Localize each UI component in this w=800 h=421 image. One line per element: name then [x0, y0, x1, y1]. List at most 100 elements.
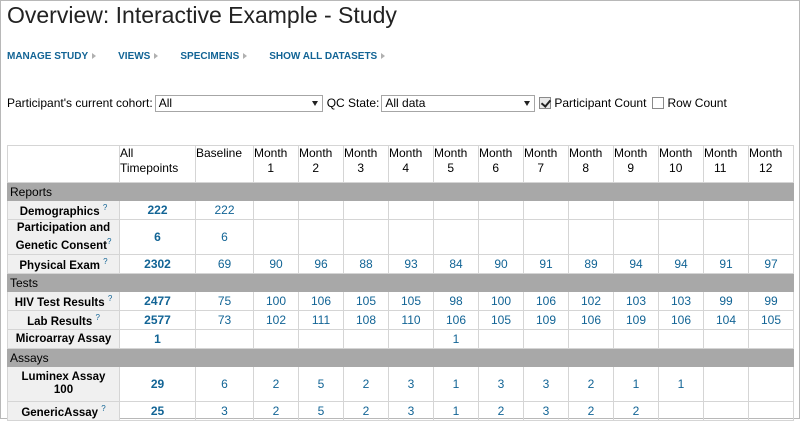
month-11-count-cell[interactable]: 99 — [703, 291, 749, 311]
all-timepoints-count[interactable]: 1 — [119, 329, 196, 349]
all-timepoints-count[interactable]: 2577 — [119, 310, 196, 330]
help-icon[interactable]: ? — [106, 236, 112, 246]
all-timepoints-count[interactable]: 2477 — [119, 291, 196, 311]
all-timepoints-count[interactable]: 2302 — [119, 254, 196, 274]
month-3-count-cell[interactable]: 105 — [343, 291, 389, 311]
dataset-label-participation[interactable]: Participation and Genetic Consent? — [7, 219, 120, 255]
month-5-count-cell[interactable]: 1 — [433, 366, 479, 402]
month-4-count-cell[interactable]: 105 — [388, 291, 434, 311]
row-count-checkbox[interactable] — [652, 97, 665, 109]
month-8-count-cell[interactable]: 102 — [568, 291, 614, 311]
participant-count-checkbox[interactable] — [539, 97, 552, 109]
month-10-count-cell[interactable]: 103 — [658, 291, 704, 311]
month-2-count-cell[interactable]: 96 — [298, 254, 344, 274]
baseline-count-cell[interactable]: 69 — [195, 254, 254, 274]
month-5-count-cell[interactable]: 84 — [433, 254, 479, 274]
help-icon[interactable]: ? — [107, 294, 113, 304]
show-all-datasets-menu[interactable]: SHOW ALL DATASETS — [269, 50, 386, 62]
baseline-count-cell[interactable]: 222 — [195, 200, 254, 220]
month-11-count-cell[interactable]: 104 — [703, 310, 749, 330]
month-1-count-cell[interactable]: 102 — [253, 310, 299, 330]
month-12-count-cell[interactable]: 105 — [748, 310, 794, 330]
qc-state-select[interactable]: All data — [381, 94, 536, 112]
month-11-count-cell[interactable]: 91 — [703, 254, 749, 274]
month-9-count-cell[interactable]: 109 — [613, 310, 659, 330]
month-5-count-cell[interactable]: 1 — [433, 329, 479, 349]
month-10-count-cell[interactable]: 106 — [658, 310, 704, 330]
month-5-count-cell[interactable]: 1 — [433, 401, 479, 421]
month-9-count-cell — [613, 200, 659, 220]
month-7-count-cell[interactable]: 109 — [523, 310, 569, 330]
month-10-count-cell[interactable]: 94 — [658, 254, 704, 274]
month-6-count-cell[interactable]: 105 — [478, 310, 524, 330]
month-8-count-cell[interactable]: 2 — [568, 401, 614, 421]
show-all-datasets-label[interactable]: SHOW ALL DATASETS — [269, 50, 378, 62]
month-3-count-cell[interactable]: 2 — [343, 401, 389, 421]
manage-study-label[interactable]: MANAGE STUDY — [7, 50, 89, 62]
baseline-count-cell[interactable]: 3 — [195, 401, 254, 421]
month-3-count-cell[interactable]: 2 — [343, 366, 389, 402]
month-2-count-cell[interactable]: 5 — [298, 401, 344, 421]
month-4-count-cell[interactable]: 110 — [388, 310, 434, 330]
all-timepoints-count[interactable]: 25 — [119, 401, 196, 421]
month-1-count-cell[interactable]: 2 — [253, 401, 299, 421]
specimens-label[interactable]: SPECIMENS — [180, 50, 240, 62]
help-icon[interactable]: ? — [103, 257, 108, 267]
month-4-count-cell[interactable]: 93 — [388, 254, 434, 274]
month-7-count-cell — [523, 200, 569, 220]
dataset-label-demographics[interactable]: Demographics ? — [7, 200, 120, 220]
month-7-count-cell[interactable]: 3 — [523, 366, 569, 402]
dataset-label-microarray-assay[interactable]: Microarray Assay — [7, 329, 120, 349]
month-10-count-cell[interactable]: 1 — [658, 366, 704, 402]
manage-study-menu[interactable]: MANAGE STUDY — [7, 50, 97, 62]
help-icon[interactable]: ? — [102, 203, 108, 213]
help-icon[interactable]: ? — [101, 404, 106, 414]
all-timepoints-count[interactable]: 29 — [119, 366, 196, 402]
views-menu[interactable]: VIEWS — [118, 50, 159, 62]
dataset-label-hiv-test-results[interactable]: HIV Test Results ? — [7, 291, 120, 311]
month-2-count-cell[interactable]: 111 — [298, 310, 344, 330]
month-3-count-cell[interactable]: 108 — [343, 310, 389, 330]
month-8-count-cell[interactable]: 89 — [568, 254, 614, 274]
month-7-count-cell[interactable]: 91 — [523, 254, 569, 274]
cohort-select[interactable]: All — [154, 94, 323, 112]
all-timepoints-count[interactable]: 6 — [119, 219, 196, 255]
month-2-count-cell[interactable]: 106 — [298, 291, 344, 311]
month-8-count-cell[interactable]: 106 — [568, 310, 614, 330]
month-4-count-cell[interactable]: 3 — [388, 366, 434, 402]
month-6-count-cell[interactable]: 90 — [478, 254, 524, 274]
month-9-count-cell[interactable]: 94 — [613, 254, 659, 274]
views-label[interactable]: VIEWS — [118, 50, 151, 62]
month-7-count-cell[interactable]: 106 — [523, 291, 569, 311]
month-3-count-cell[interactable]: 88 — [343, 254, 389, 274]
baseline-count-cell[interactable]: 6 — [195, 366, 254, 402]
dataset-label-generic-assay[interactable]: GenericAssay ? — [7, 401, 120, 421]
month-9-count-cell[interactable]: 103 — [613, 291, 659, 311]
baseline-count-cell[interactable]: 75 — [195, 291, 254, 311]
cohort-selected-value: All — [158, 95, 173, 110]
month-9-count-cell[interactable]: 2 — [613, 401, 659, 421]
dataset-label-lab-results[interactable]: Lab Results ? — [7, 310, 120, 330]
month-5-count-cell[interactable]: 106 — [433, 310, 479, 330]
dataset-label-luminex-assay-100[interactable]: Luminex Assay 100 — [7, 366, 120, 402]
baseline-count-cell[interactable]: 6 — [195, 219, 254, 255]
month-7-count-cell[interactable]: 3 — [523, 401, 569, 421]
all-timepoints-count[interactable]: 222 — [119, 200, 196, 220]
baseline-count-cell[interactable]: 73 — [195, 310, 254, 330]
month-9-count-cell[interactable]: 1 — [613, 366, 659, 402]
dataset-label-physical-exam[interactable]: Physical Exam ? — [7, 254, 120, 274]
month-5-count-cell[interactable]: 98 — [433, 291, 479, 311]
help-icon[interactable]: ? — [95, 313, 100, 323]
month-6-count-cell[interactable]: 3 — [478, 366, 524, 402]
month-1-count-cell[interactable]: 100 — [253, 291, 299, 311]
month-12-count-cell[interactable]: 99 — [748, 291, 794, 311]
month-1-count-cell[interactable]: 90 — [253, 254, 299, 274]
month-4-count-cell[interactable]: 3 — [388, 401, 434, 421]
month-12-count-cell[interactable]: 97 — [748, 254, 794, 274]
month-8-count-cell[interactable]: 2 — [568, 366, 614, 402]
month-6-count-cell[interactable]: 100 — [478, 291, 524, 311]
specimens-menu[interactable]: SPECIMENS — [180, 50, 248, 62]
month-6-count-cell[interactable]: 2 — [478, 401, 524, 421]
month-2-count-cell[interactable]: 5 — [298, 366, 344, 402]
month-1-count-cell[interactable]: 2 — [253, 366, 299, 402]
